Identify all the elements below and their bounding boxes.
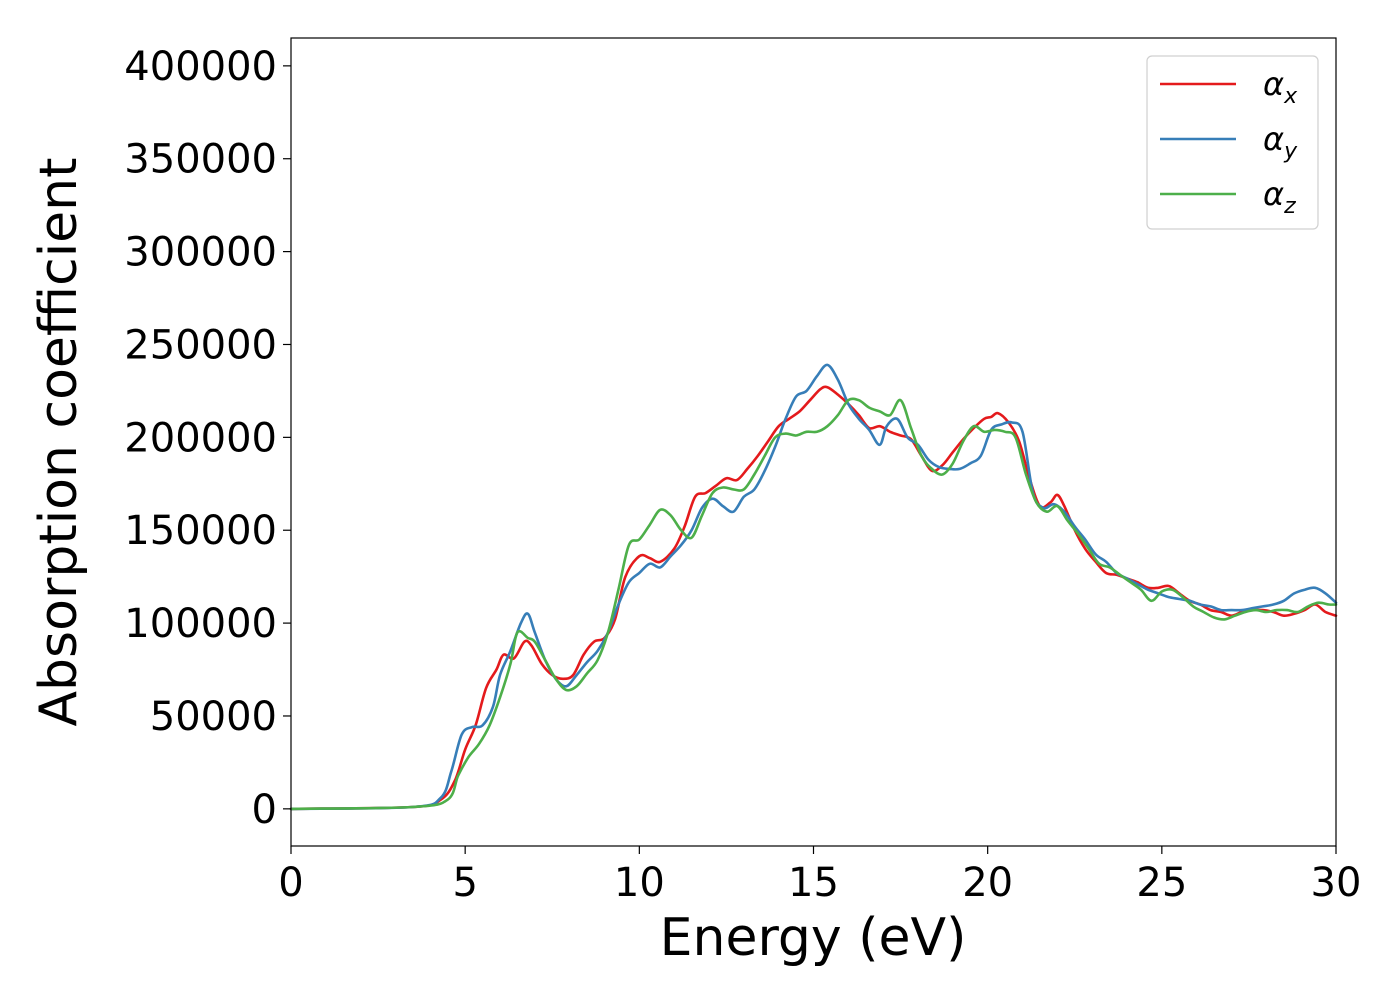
legend-label-y: αy <box>1263 120 1298 164</box>
y-tick-label: 350000 <box>124 137 277 183</box>
legend-label-x: αx <box>1263 65 1298 109</box>
x-tick-label: 5 <box>452 860 477 906</box>
x-tick-label: 0 <box>278 860 303 906</box>
x-tick-label: 25 <box>1136 860 1187 906</box>
y-tick-label: 100000 <box>124 601 277 647</box>
x-axis: 0 5 10 15 20 25 30 <box>278 846 1361 906</box>
y-axis-title: Absorption coefficient <box>29 157 89 726</box>
legend-box <box>1146 55 1319 230</box>
y-tick-label: 250000 <box>124 322 277 368</box>
x-tick-label: 15 <box>788 860 839 906</box>
x-tick-label: 30 <box>1311 860 1362 906</box>
y-tick-label: 150000 <box>124 508 277 554</box>
plot-lines <box>289 363 1338 811</box>
y-tick-label: 0 <box>252 787 277 833</box>
legend: αx αy αz <box>1146 55 1319 230</box>
series-line-z <box>289 397 1338 811</box>
x-tick-label: 20 <box>962 860 1013 906</box>
y-axis: 0 50000 100000 150000 200000 250000 300000 3500… <box>124 44 291 833</box>
legend-label-z: αz <box>1263 175 1296 219</box>
y-tick-label: 50000 <box>150 694 277 740</box>
x-tick-label: 10 <box>614 860 665 906</box>
y-tick-label: 400000 <box>124 44 277 90</box>
x-axis-title: Energy (eV) <box>660 908 967 968</box>
y-tick-label: 200000 <box>124 415 277 461</box>
y-tick-label: 300000 <box>124 230 277 276</box>
